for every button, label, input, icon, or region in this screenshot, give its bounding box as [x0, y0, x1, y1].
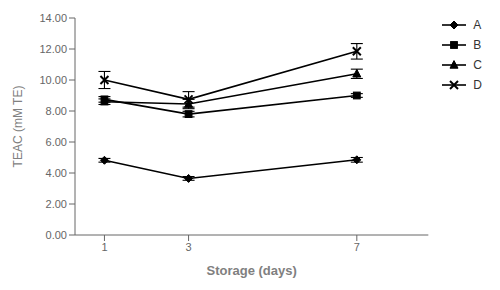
html-text:B: B: [473, 38, 482, 52]
html-text:C: C: [473, 58, 482, 72]
svg-text:4.00: 4.00: [46, 167, 67, 179]
html-text:D: D: [473, 78, 482, 92]
svg-text:0.00: 0.00: [46, 229, 67, 241]
svg-text:Storage (days): Storage (days): [207, 263, 297, 278]
svg-text:7: 7: [354, 241, 360, 253]
svg-text:1: 1: [101, 241, 107, 253]
html-text:A: A: [473, 18, 482, 32]
svg-text:6.00: 6.00: [46, 136, 67, 148]
svg-text:2.00: 2.00: [46, 198, 67, 210]
svg-text:10.00: 10.00: [39, 74, 67, 86]
svg-text:8.00: 8.00: [46, 105, 67, 117]
svg-text:12.00: 12.00: [39, 43, 67, 55]
svg-text:TEAC (mM TE): TEAC (mM TE): [11, 86, 25, 168]
svg-text:14.00: 14.00: [39, 12, 67, 24]
svg-text:3: 3: [186, 241, 192, 253]
